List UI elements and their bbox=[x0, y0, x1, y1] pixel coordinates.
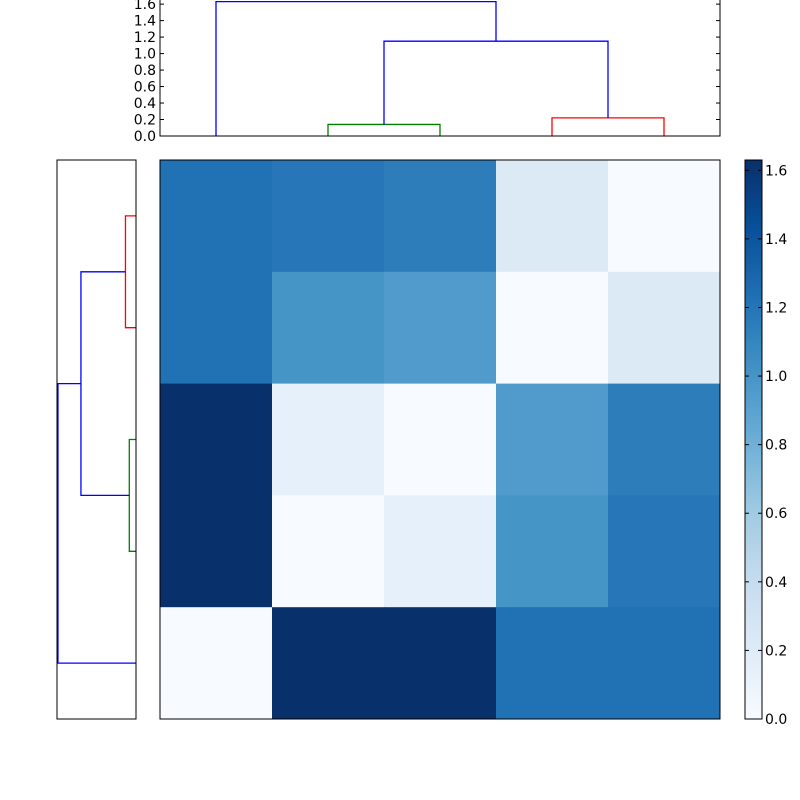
heatmap-frame bbox=[159, 159, 721, 720]
heatmap-cell-r3-c1 bbox=[272, 495, 385, 608]
colorbar-tick-label-4: 0.8 bbox=[765, 438, 787, 454]
top-dendrogram: 0.00.20.40.60.81.01.21.41.6 bbox=[134, 0, 721, 145]
colorbar-tick-label-2: 0.4 bbox=[765, 575, 787, 591]
top-ytick-label-7: 1.4 bbox=[134, 14, 156, 30]
heatmap-cell-r2-c3 bbox=[496, 383, 609, 496]
top-ytick-label-3: 0.6 bbox=[134, 80, 156, 96]
heatmap-cell-r4-c2 bbox=[384, 607, 497, 720]
heatmap-cell-r2-c2 bbox=[384, 383, 497, 496]
colorbar-tick-label-1: 0.2 bbox=[765, 643, 787, 659]
colorbar-tick-label-5: 1.0 bbox=[765, 369, 787, 385]
colorbar: 0.0 0.2 0.4 0.6 0.8 1.0 1.2 1.4 1.6 bbox=[744, 159, 787, 728]
left-dendrogram-link-3 bbox=[57, 382, 136, 664]
heatmap-cell-r1-c1 bbox=[272, 271, 385, 385]
heatmap-cell-r2-c4 bbox=[608, 383, 721, 496]
heatmap-cell-r0-c0 bbox=[160, 160, 273, 273]
heatmap-cell-r1-c2 bbox=[384, 271, 497, 385]
heatmap-cell-r3-c0 bbox=[160, 495, 273, 608]
colorbar-tick-label-8: 1.6 bbox=[765, 163, 787, 179]
heatmap-cell-r3-c3 bbox=[496, 495, 609, 608]
top-ytick-label-0: 0.0 bbox=[134, 129, 156, 145]
colorbar-tick-label-7: 1.4 bbox=[765, 232, 787, 248]
heatmap-cell-r2-c0 bbox=[160, 383, 273, 496]
heatmap-cell-r0-c4 bbox=[608, 160, 721, 273]
heatmap-cell-r1-c0 bbox=[160, 271, 273, 385]
top-ytick-label-2: 0.4 bbox=[134, 96, 156, 112]
top-ytick-label-5: 1.0 bbox=[134, 47, 156, 63]
heatmap-cell-r4-c4 bbox=[608, 607, 721, 720]
left-dendrogram bbox=[56, 159, 137, 720]
colorbar-tick-label-3: 0.6 bbox=[765, 506, 787, 522]
heatmap-cell-r4-c3 bbox=[496, 607, 609, 720]
heatmap-cell-r3-c2 bbox=[384, 495, 497, 608]
heatmap-cell-r4-c0 bbox=[160, 607, 273, 720]
left-dendrogram-frame bbox=[56, 159, 137, 720]
heatmap-cell-r2-c1 bbox=[272, 383, 385, 496]
heatmap-cell-r3-c4 bbox=[608, 495, 721, 608]
top-dendrogram-link-0 bbox=[327, 123, 441, 136]
left-dendrogram-link-0 bbox=[124, 215, 136, 329]
top-ytick-label-8: 1.6 bbox=[134, 0, 156, 13]
left-dendrogram-link-2 bbox=[80, 271, 130, 497]
top-ytick-label-6: 1.2 bbox=[134, 30, 156, 46]
heatmap-cell-r1-c3 bbox=[496, 271, 609, 385]
colorbar-tick-label-0: 0.0 bbox=[765, 712, 787, 728]
top-dendrogram-link-1 bbox=[551, 117, 665, 136]
heatmap-cell-r4-c1 bbox=[272, 607, 385, 720]
heatmap-cell-r0-c1 bbox=[272, 160, 385, 273]
left-dendrogram-link-1 bbox=[128, 438, 136, 552]
top-ytick-label-1: 0.2 bbox=[134, 113, 156, 129]
heatmap-matrix bbox=[159, 159, 721, 720]
heatmap-cell-r0-c2 bbox=[384, 160, 497, 273]
heatmap-cell-r0-c3 bbox=[496, 160, 609, 273]
colorbar-gradient bbox=[744, 159, 763, 720]
heatmap-cell-r1-c4 bbox=[608, 271, 721, 385]
colorbar-tick-label-6: 1.2 bbox=[765, 300, 787, 316]
top-ytick-label-4: 0.8 bbox=[134, 63, 156, 79]
top-dendrogram-frame bbox=[159, 0, 721, 137]
top-dendrogram-link-2 bbox=[383, 40, 609, 125]
top-dendrogram-link-3 bbox=[215, 0, 497, 136]
